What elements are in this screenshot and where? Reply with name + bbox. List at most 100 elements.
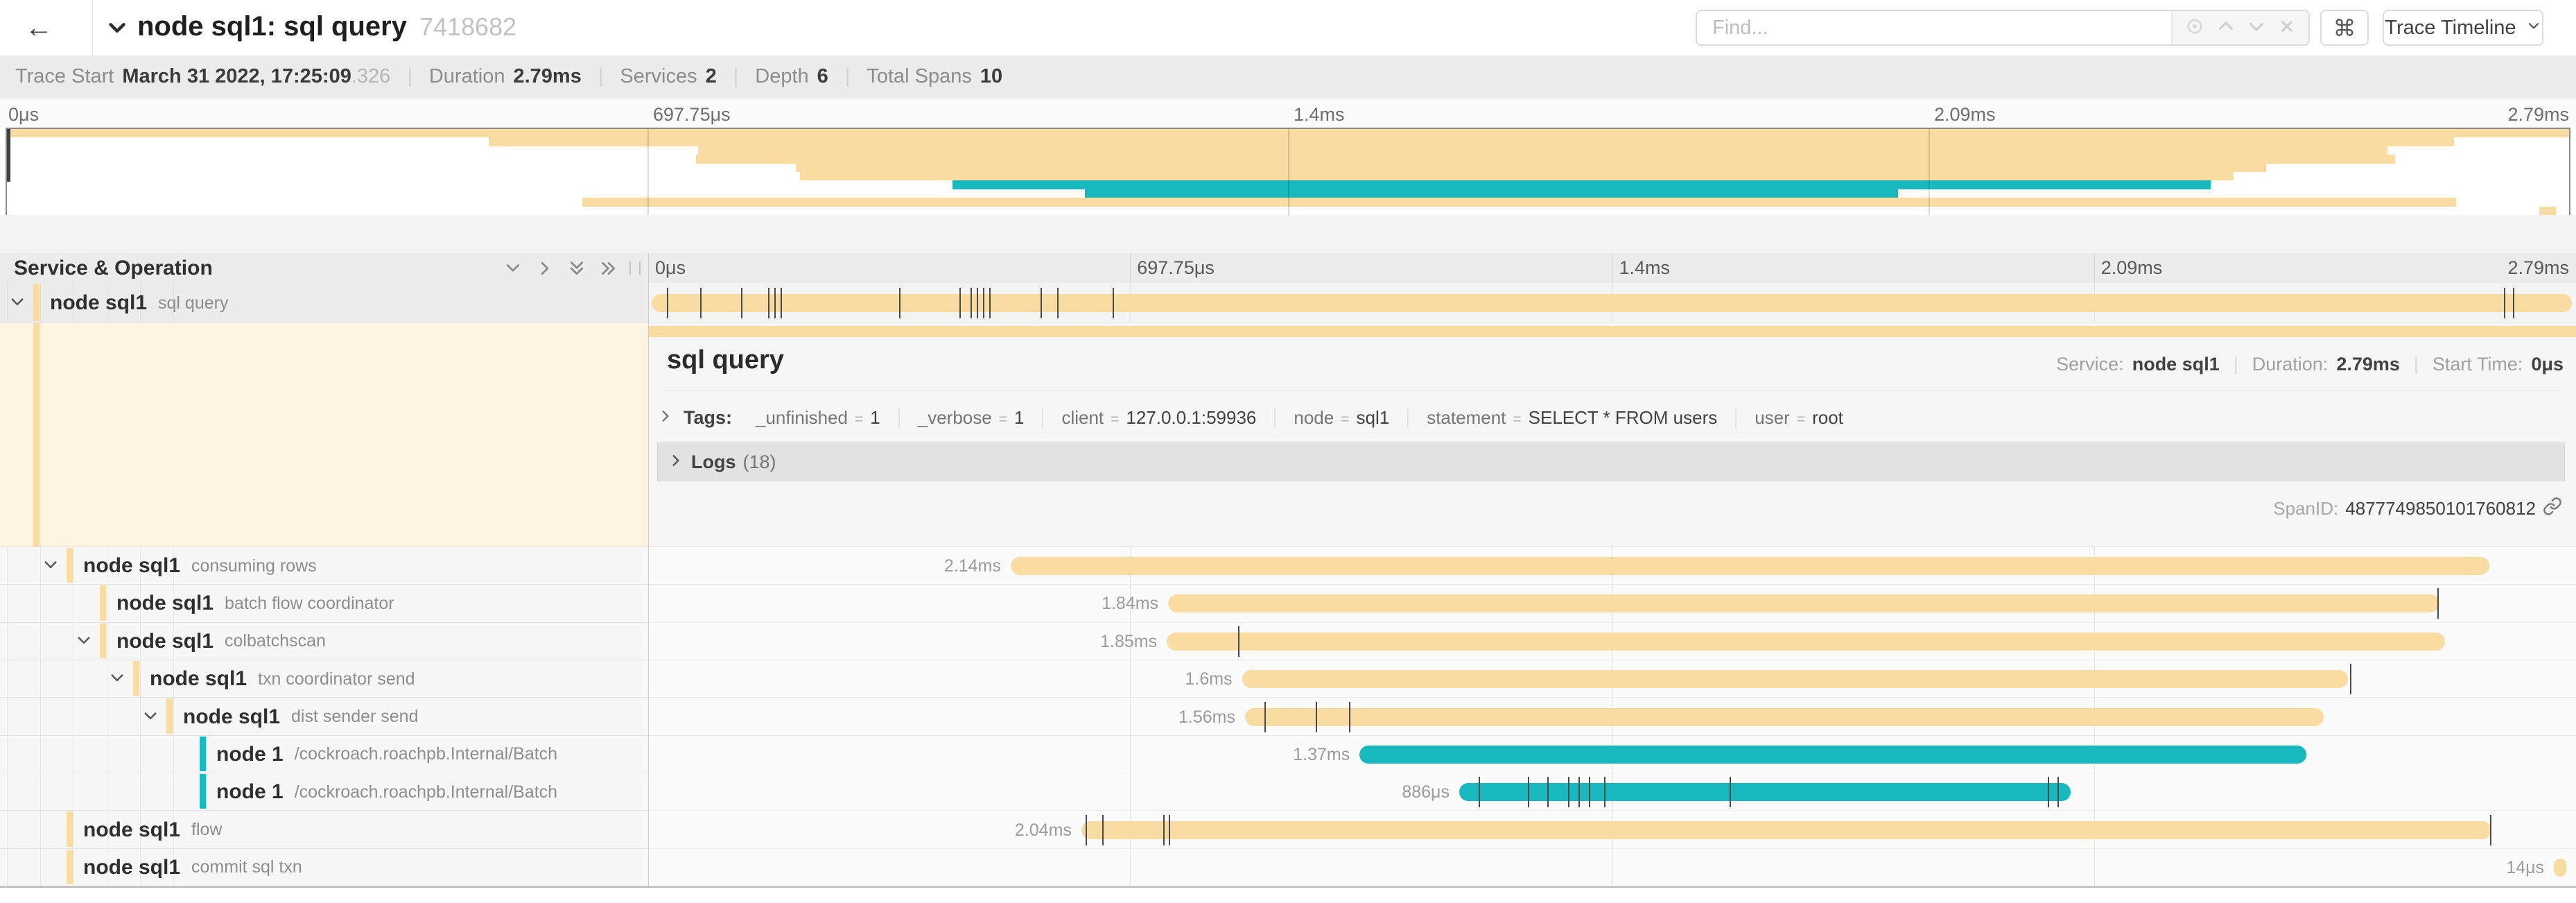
log-marker[interactable] — [774, 288, 776, 318]
span-duration-bar[interactable] — [1081, 820, 2491, 839]
log-marker[interactable] — [1163, 814, 1165, 845]
locate-icon[interactable] — [2184, 16, 2205, 40]
log-marker[interactable] — [1547, 777, 1549, 808]
panel-divider[interactable] — [648, 253, 649, 886]
panel-resize-grip[interactable] — [629, 261, 641, 275]
service-name: node sql1 — [83, 818, 181, 841]
span-row-left--cockroach-roachpb-Internal-Batch[interactable]: node 1/cockroach.roachpb.Internal/Batch — [0, 735, 648, 774]
log-marker[interactable] — [1604, 777, 1606, 808]
log-marker[interactable] — [700, 288, 702, 318]
log-marker[interactable] — [1479, 777, 1481, 808]
clear-search-icon[interactable] — [2277, 17, 2297, 40]
span-row-left-consuming-rows[interactable]: node sql1 consuming rows — [0, 547, 648, 585]
start-time-label: Start Time: — [2432, 354, 2523, 375]
log-marker[interactable] — [2057, 777, 2060, 808]
log-marker[interactable] — [767, 288, 769, 318]
span-row-left--cockroach-roachpb-Internal-Batch[interactable]: node 1/cockroach.roachpb.Internal/Batch — [0, 773, 648, 811]
tags-accordion[interactable]: Tags: _unfinished = 1 _verbose = 1 client = 127.… — [657, 401, 2565, 434]
trace-collapse-chevron-icon[interactable] — [105, 17, 129, 44]
log-marker[interactable] — [989, 288, 991, 318]
row-collapse-chevron-icon[interactable] — [8, 293, 26, 315]
span-row-left-flow[interactable]: node sql1 flow — [0, 811, 648, 849]
log-marker[interactable] — [1568, 777, 1570, 808]
log-marker[interactable] — [781, 288, 783, 318]
log-marker[interactable] — [976, 288, 978, 318]
log-marker[interactable] — [1086, 814, 1087, 845]
timeline-gridline — [1130, 622, 1131, 660]
log-marker[interactable] — [1730, 777, 1732, 808]
row-collapse-chevron-icon[interactable] — [42, 556, 60, 578]
next-result-icon[interactable] — [2246, 16, 2267, 40]
span-duration-bar[interactable] — [1459, 783, 2071, 802]
span-row-timeline[interactable]: 2.04ms — [648, 811, 2576, 849]
span-row-left-batch-flow-coordinator[interactable]: node sql1 batch flow coordinator — [0, 585, 648, 623]
link-icon[interactable] — [2543, 497, 2562, 521]
tag-item: _unfinished = 1 — [738, 406, 900, 429]
span-row-timeline[interactable]: 1.37ms — [648, 735, 2576, 774]
duration-value: 2.79ms — [2336, 354, 2400, 375]
log-marker[interactable] — [741, 288, 743, 318]
expand-one-icon[interactable] — [535, 259, 555, 282]
span-row-timeline[interactable]: 886μs — [648, 773, 2576, 811]
log-marker[interactable] — [2350, 664, 2352, 695]
span-duration-bar[interactable] — [1359, 745, 2306, 764]
span-row-left-sql-query[interactable]: node sql1 sql query — [0, 283, 648, 323]
span-row-timeline[interactable]: 1.6ms — [648, 660, 2576, 698]
log-marker[interactable] — [2503, 288, 2505, 318]
log-marker[interactable] — [1112, 288, 1114, 318]
log-marker[interactable] — [2048, 777, 2049, 808]
span-row-timeline[interactable] — [648, 283, 2576, 323]
log-marker[interactable] — [959, 288, 961, 318]
minimap-span-bar — [1084, 189, 1898, 198]
previous-result-icon[interactable] — [2216, 16, 2236, 40]
keyboard-shortcuts-button[interactable]: ⌘ — [2320, 10, 2369, 46]
span-duration-bar[interactable] — [2554, 858, 2566, 877]
log-marker[interactable] — [1527, 777, 1529, 808]
log-marker[interactable] — [983, 288, 985, 318]
span-duration-bar[interactable] — [1244, 707, 2324, 726]
view-selector-button[interactable]: Trace Timeline — [2383, 10, 2543, 46]
log-marker[interactable] — [2437, 588, 2439, 619]
log-marker[interactable] — [1040, 288, 1042, 318]
log-marker[interactable] — [970, 288, 972, 318]
trace-minimap[interactable] — [6, 128, 2570, 216]
span-duration-bar[interactable] — [1242, 670, 2348, 689]
span-row-left-dist-sender-send[interactable]: node sql1 dist sender send — [0, 698, 648, 736]
span-row-left-colbatchscan[interactable]: node sql1 colbatchscan — [0, 622, 648, 660]
span-duration-bar[interactable] — [1010, 557, 2489, 576]
log-marker[interactable] — [2513, 288, 2515, 318]
span-duration-bar[interactable] — [652, 294, 2572, 312]
span-row-timeline[interactable]: 2.14ms — [648, 547, 2576, 585]
log-marker[interactable] — [666, 288, 668, 318]
collapse-one-icon[interactable] — [503, 259, 523, 282]
log-marker[interactable] — [1264, 701, 1267, 732]
span-duration-bar[interactable] — [1167, 632, 2445, 651]
log-marker[interactable] — [1102, 814, 1104, 845]
span-row-left-commit-sql-txn[interactable]: node sql1 commit sql txn — [0, 848, 648, 887]
log-marker[interactable] — [1057, 288, 1059, 318]
span-row-left-txn-coordinator-send[interactable]: node sql1 txn coordinator send — [0, 660, 648, 698]
log-marker[interactable] — [1578, 777, 1581, 808]
span-row-timeline[interactable]: 1.85ms — [648, 622, 2576, 660]
row-collapse-chevron-icon[interactable] — [108, 669, 126, 691]
log-marker[interactable] — [2489, 814, 2491, 845]
log-marker[interactable] — [1316, 701, 1318, 732]
timeline-header-label: 697.75μs — [1137, 257, 1215, 278]
span-row-timeline[interactable]: 14μs — [648, 848, 2576, 887]
span-row-timeline[interactable]: 1.84ms — [648, 585, 2576, 623]
log-marker[interactable] — [1589, 777, 1591, 808]
log-marker[interactable] — [899, 288, 901, 318]
span-row-timeline[interactable]: 1.56ms — [648, 698, 2576, 736]
span-duration-bar[interactable] — [1168, 594, 2440, 613]
find-input[interactable] — [1697, 11, 2171, 44]
back-button[interactable]: ← — [25, 12, 53, 43]
minimap-range-handle[interactable] — [7, 129, 10, 182]
logs-accordion[interactable]: Logs (18) — [657, 442, 2565, 481]
collapse-all-icon[interactable] — [567, 259, 586, 282]
log-marker[interactable] — [1348, 701, 1350, 732]
log-marker[interactable] — [1168, 814, 1170, 845]
log-marker[interactable] — [1237, 626, 1239, 657]
row-collapse-chevron-icon[interactable] — [75, 632, 93, 653]
row-collapse-chevron-icon[interactable] — [141, 707, 159, 729]
expand-all-icon[interactable] — [599, 259, 618, 282]
